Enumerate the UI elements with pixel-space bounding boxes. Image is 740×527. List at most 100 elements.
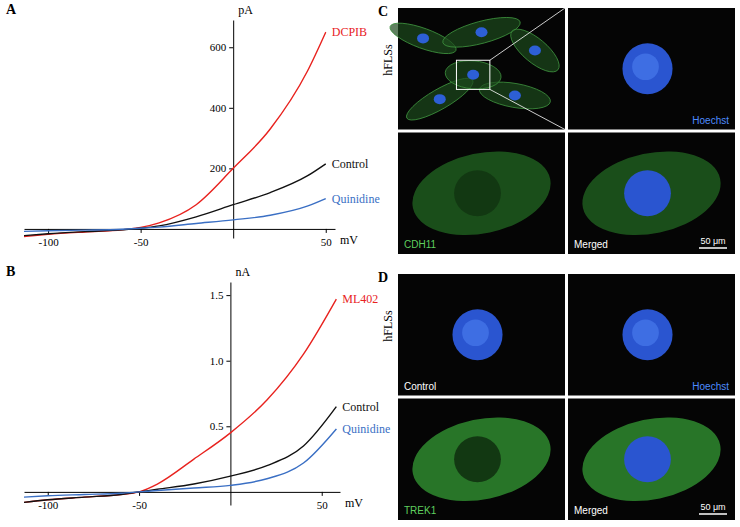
image-tile: Control (398, 274, 565, 396)
cell-nucleus-region (454, 170, 501, 216)
tile-background (568, 274, 735, 396)
tile-label: TREK1 (404, 505, 437, 516)
cell-nucleus-region (454, 436, 501, 482)
tile-label: Hoechst (692, 381, 729, 392)
tile-background (398, 274, 565, 396)
chart: -100-50500.51.01.5ML402ControlQuinidinem… (6, 264, 390, 511)
series-labels: DCPIBControlQuinidine (332, 25, 380, 206)
cell-body (405, 139, 559, 247)
image-tile (387, 8, 566, 130)
x-tick-label: -50 (134, 236, 149, 248)
chart: -100-5050200400600DCPIBControlQuinidinem… (6, 2, 380, 248)
cell-nucleus-region (624, 170, 671, 216)
scale-bar (699, 247, 727, 249)
series-label: Control (342, 400, 379, 414)
cell-outline (444, 58, 502, 91)
cell-outline (504, 22, 565, 79)
y-tick-label: 600 (210, 41, 227, 53)
nucleus-core (632, 53, 659, 80)
cell-body (575, 405, 729, 513)
tile-label: CDH11 (404, 239, 436, 250)
scale-bar-label: 50 μm (700, 236, 725, 246)
x-axis-title: mV (340, 233, 358, 247)
y-axis-title: pA (238, 3, 253, 17)
tile-background (398, 8, 565, 130)
x-tick: 50 (321, 229, 333, 248)
x-tick-label: -100 (38, 236, 59, 248)
panel-letter: D (378, 270, 388, 285)
series-line (24, 429, 336, 497)
y-tick-mark (226, 361, 230, 362)
nucleus (622, 43, 672, 94)
y-tick: 0.5 (210, 420, 231, 432)
nucleus (467, 70, 479, 80)
image-tile: Hoechst (568, 274, 735, 396)
series-label: Quinidine (332, 192, 380, 206)
tile-background (568, 8, 735, 130)
y-tick-label: 1.0 (210, 355, 224, 367)
x-tick: -100 (38, 492, 59, 511)
y-tick-label: 400 (210, 102, 227, 114)
x-tick: 50 (317, 492, 329, 511)
series-label: Quinidine (342, 422, 390, 436)
zoom-line (490, 8, 565, 60)
image-tile: Merged 50 μm (568, 133, 735, 255)
cell-body (405, 405, 559, 513)
plot-lines (24, 299, 336, 502)
nucleus-core (632, 319, 659, 346)
y-axis-title: nA (235, 265, 250, 279)
nucleus-core (462, 319, 489, 346)
scale-bar-label: 50 μm (700, 502, 725, 512)
image-tile: CDH11 (398, 133, 565, 255)
x-tick: -50 (132, 492, 147, 511)
x-tick: -100 (38, 229, 59, 248)
series-line (24, 32, 326, 236)
tile-label: Merged (574, 239, 608, 250)
plot-lines (24, 32, 326, 236)
tile-label: Hoechst (692, 115, 729, 126)
y-tick: 1.5 (210, 289, 231, 301)
figure: -100-5050200400600DCPIBControlQuinidinem… (0, 0, 740, 527)
x-axis-line (25, 492, 341, 493)
y-tick-mark (229, 47, 233, 48)
y-tick-mark (229, 108, 233, 109)
series-line (24, 299, 336, 502)
tile-label: Merged (574, 505, 608, 516)
nucleus (509, 90, 521, 100)
tile-background (398, 399, 565, 521)
y-tick-label: 0.5 (210, 420, 224, 432)
side-label: hFLSs (381, 44, 395, 76)
y-axis-line (230, 283, 231, 506)
x-tick: -50 (134, 229, 149, 248)
x-tick-mark (326, 229, 327, 233)
nucleus (622, 309, 672, 360)
panel-letter: C (378, 4, 388, 19)
series-label: DCPIB (332, 25, 367, 39)
tile-background (568, 133, 735, 255)
x-tick-label: 50 (321, 236, 333, 248)
image-panel: DhFLSsControlHoechstTREK1Merged50 μm (378, 270, 735, 520)
series-line (24, 407, 336, 503)
series-label: ML402 (342, 292, 378, 306)
image-tile: Hoechst (568, 8, 735, 130)
nucleus (452, 309, 502, 360)
image-tile: TREK1 (398, 399, 565, 521)
nucleus (417, 33, 429, 43)
y-tick: 600 (210, 41, 234, 53)
panel-letter: A (6, 2, 17, 17)
zoom-line (490, 89, 565, 129)
panel-letter: B (6, 264, 15, 279)
image-tile: Merged 50 μm (568, 399, 735, 521)
x-tick-label: -50 (132, 499, 147, 511)
cell-outline (440, 11, 523, 53)
cell-nucleus-region (624, 436, 671, 482)
y-tick-mark (226, 426, 230, 427)
x-tick-mark (322, 492, 323, 496)
y-tick: 1.0 (210, 355, 231, 367)
nucleus (529, 46, 541, 56)
y-tick: 400 (210, 102, 234, 114)
image-panel: ChFLSs Hoechst CDH11 Merged 50 μm (378, 4, 735, 254)
y-axis: 0.5 1.0 1.5 (210, 283, 231, 506)
inset-box (456, 60, 489, 89)
scale-bar (699, 513, 727, 515)
